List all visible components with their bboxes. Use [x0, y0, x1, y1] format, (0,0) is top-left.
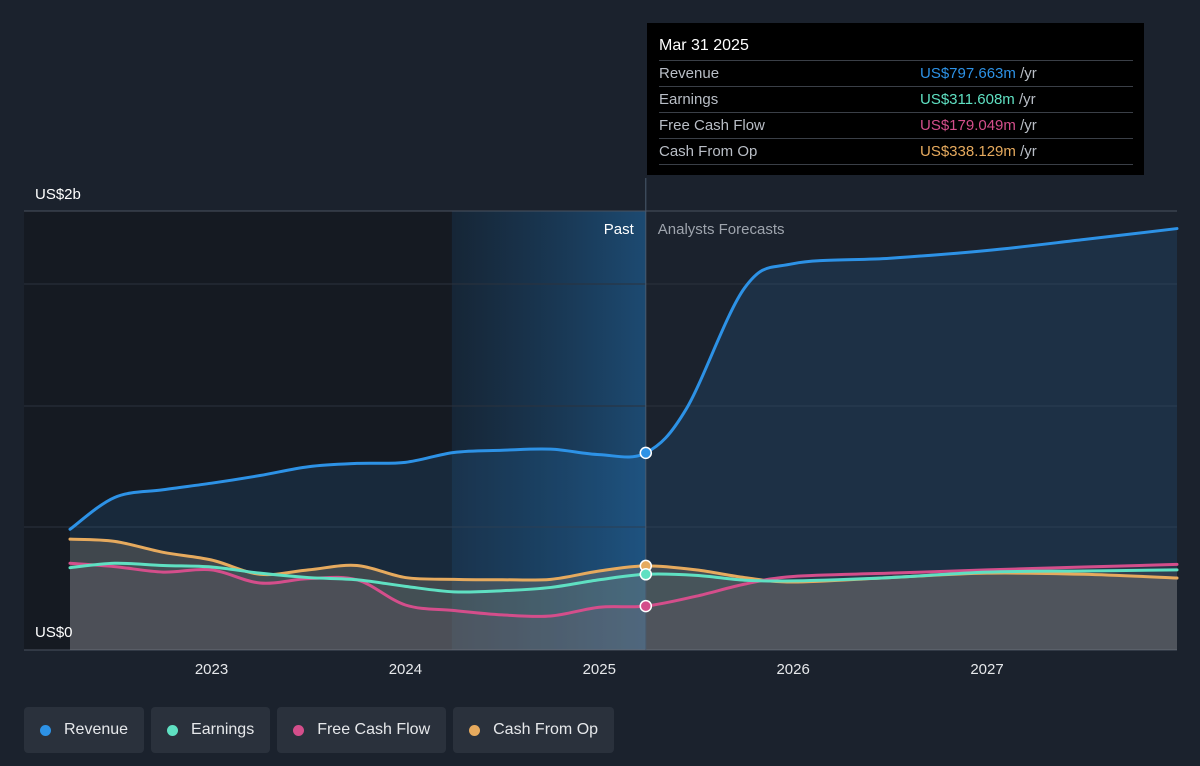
tooltip-label: Revenue — [659, 65, 720, 82]
series-lines — [68, 227, 1179, 618]
tooltip-unit: /yr — [1020, 117, 1037, 134]
earnings-line — [68, 561, 1179, 594]
series-markers — [639, 446, 653, 613]
past-section-label: Past — [604, 221, 635, 238]
tooltip-value: US$311.608m — [920, 91, 1015, 108]
earnings-marker[interactable] — [639, 568, 653, 581]
legend-dot-icon — [293, 724, 305, 736]
y-axis-top-label: US$2b — [35, 186, 81, 203]
tooltip-panel: Mar 31 2025 Revenue US$797.663m /yr Earn… — [647, 23, 1144, 175]
tooltip-date: Mar 31 2025 — [659, 37, 749, 54]
free-cash-flow-marker[interactable] — [639, 599, 653, 613]
revenue-area — [70, 228, 1177, 650]
tooltip-value: US$797.663m — [920, 65, 1016, 82]
revenue-marker[interactable] — [639, 446, 653, 460]
legend-dot-icon — [167, 724, 179, 736]
gridlines — [24, 210, 1177, 651]
free-cash-flow-area — [70, 563, 1177, 650]
tooltip-value: US$179.049m — [920, 117, 1016, 134]
tooltip-label: Free Cash Flow — [659, 117, 765, 134]
tooltip-label: Earnings — [659, 91, 719, 108]
x-tick-label: 2027 — [970, 661, 1003, 678]
tooltip-row-revenue: Revenue US$797.663m /yr — [659, 60, 1133, 86]
legend: Revenue Earnings Free Cash Flow Cash Fro… — [24, 707, 615, 753]
legend-dot-icon — [40, 724, 51, 736]
legend-label: Cash From Op — [493, 721, 599, 738]
tooltip-unit: /yr — [1018, 91, 1036, 108]
free-cash-flow-line — [68, 561, 1179, 618]
x-tick-label: 2026 — [776, 661, 809, 678]
revenue-line — [68, 227, 1179, 531]
legend-item-free-cash-flow[interactable]: Free Cash Flow — [277, 707, 447, 753]
x-tick-label: 2025 — [583, 661, 616, 678]
tooltip-row-earnings: Earnings US$311.608m /yr — [659, 86, 1133, 112]
legend-label: Earnings — [191, 721, 255, 738]
legend-dot-icon — [469, 724, 481, 736]
tooltip-label: Cash From Op — [659, 143, 758, 160]
tooltip-value: US$338.129m — [920, 143, 1016, 160]
tooltip-row-cash-from-op: Cash From Op US$338.129m /yr — [659, 138, 1133, 165]
tooltip-unit: /yr — [1020, 143, 1037, 160]
y-axis-bottom-label: US$0 — [35, 624, 73, 641]
legend-label: Free Cash Flow — [317, 721, 431, 738]
x-tick-label: 2024 — [389, 661, 422, 678]
legend-item-revenue[interactable]: Revenue — [24, 707, 145, 753]
legend-item-cash-from-op[interactable]: Cash From Op — [453, 707, 615, 753]
tooltip-unit: /yr — [1020, 65, 1037, 82]
x-axis-ticks: 2023 2024 2025 2026 2027 — [195, 661, 1004, 678]
legend-item-earnings[interactable]: Earnings — [151, 707, 271, 753]
forecast-section-label: Analysts Forecasts — [658, 221, 785, 238]
x-tick-label: 2023 — [195, 661, 228, 678]
legend-label: Revenue — [64, 721, 129, 738]
tooltip-row-free-cash-flow: Free Cash Flow US$179.049m /yr — [659, 112, 1133, 138]
